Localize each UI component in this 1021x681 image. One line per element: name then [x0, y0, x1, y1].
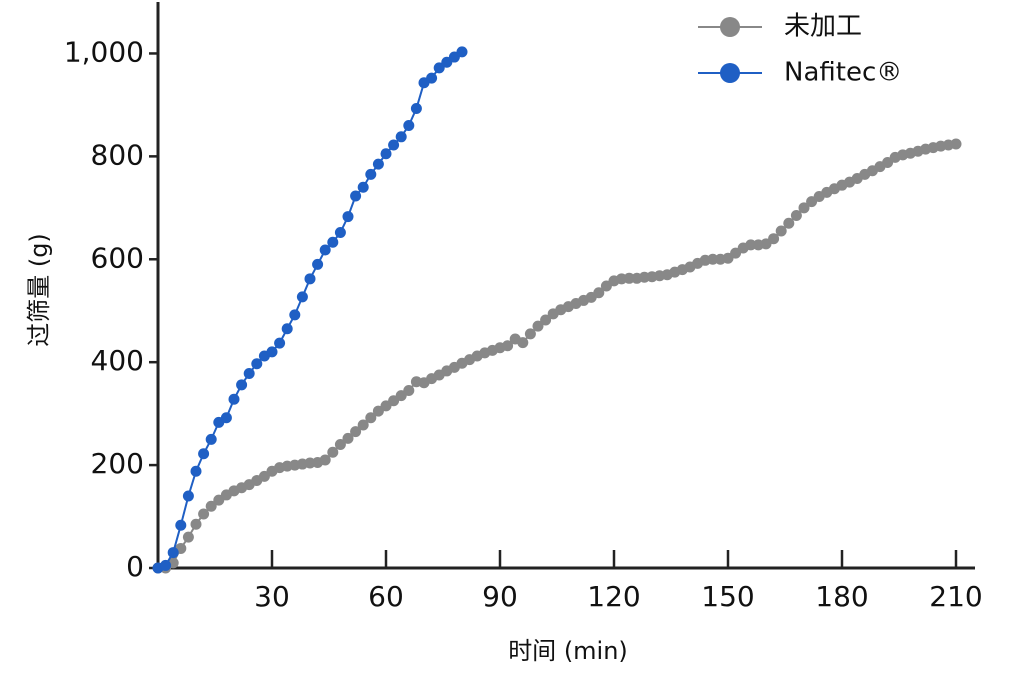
data-point: [517, 337, 529, 349]
data-point: [175, 519, 187, 531]
data-point: [182, 531, 194, 543]
data-point: [167, 547, 179, 559]
x-tick-label: 60: [368, 580, 404, 613]
y-tick-label: 0: [126, 550, 144, 583]
series-line: [157, 51, 463, 569]
data-point: [745, 239, 757, 251]
data-point: [357, 419, 369, 431]
legend-marker: [720, 63, 740, 83]
x-tick-label: 180: [815, 580, 868, 613]
x-tick-label: 210: [929, 580, 982, 613]
data-point: [350, 426, 362, 438]
data-point: [388, 139, 400, 151]
data-point: [524, 328, 536, 340]
data-point: [365, 168, 377, 180]
data-point: [783, 217, 795, 229]
data-point: [327, 446, 339, 458]
data-point: [532, 320, 544, 332]
data-point: [182, 490, 194, 502]
x-tick-label: 90: [482, 580, 518, 613]
data-point: [433, 62, 445, 74]
legend-label: 未加工: [784, 12, 862, 42]
legend-marker: [720, 17, 740, 37]
data-point: [372, 158, 384, 170]
data-point: [266, 346, 278, 358]
data-point: [281, 323, 293, 335]
data-point: [220, 412, 232, 424]
x-axis-label: 时间 (min): [508, 637, 628, 665]
data-point: [380, 148, 392, 160]
data-point: [274, 337, 286, 349]
data-point: [190, 518, 202, 530]
x-tick-label: 30: [254, 580, 290, 613]
data-point: [319, 454, 331, 466]
y-axis-label: 过筛量 (g): [25, 233, 53, 347]
data-point: [950, 138, 962, 150]
data-point: [334, 227, 346, 239]
data-point: [160, 559, 172, 571]
data-point: [312, 258, 324, 270]
data-point: [228, 393, 240, 405]
data-point: [236, 379, 248, 391]
data-point: [502, 340, 514, 352]
data-point: [190, 465, 202, 477]
data-point: [289, 309, 301, 321]
data-point: [395, 131, 407, 143]
y-tick-label: 1,000: [64, 35, 144, 68]
data-point: [357, 181, 369, 193]
series-line: [158, 143, 957, 569]
data-point: [342, 432, 354, 444]
legend-label: Nafitec®: [784, 58, 902, 88]
y-tick-label: 200: [91, 447, 144, 480]
data-point: [304, 273, 316, 285]
data-point: [540, 314, 552, 326]
data-point: [410, 103, 422, 115]
data-point: [775, 225, 787, 237]
data-point: [251, 358, 263, 370]
data-point: [426, 72, 438, 84]
data-point: [342, 211, 354, 223]
data-point: [198, 448, 210, 460]
data-point: [243, 368, 255, 380]
data-point: [365, 412, 377, 424]
data-point: [334, 439, 346, 451]
y-tick-label: 600: [91, 241, 144, 274]
data-point: [623, 272, 635, 284]
y-tick-label: 800: [91, 138, 144, 171]
data-point: [327, 236, 339, 248]
data-point: [296, 291, 308, 303]
x-tick-label: 150: [701, 580, 754, 613]
data-point: [319, 244, 331, 256]
data-point: [198, 508, 210, 520]
data-point: [593, 287, 605, 299]
data-point: [403, 119, 415, 131]
data-point: [707, 253, 719, 265]
data-point: [456, 46, 468, 58]
data-point: [768, 233, 780, 245]
data-point: [798, 202, 810, 214]
y-tick-label: 400: [91, 344, 144, 377]
data-point: [205, 433, 217, 445]
data-point: [350, 190, 362, 202]
data-point: [205, 500, 217, 512]
data-point: [790, 210, 802, 222]
x-tick-label: 120: [587, 580, 640, 613]
data-point: [403, 384, 415, 396]
